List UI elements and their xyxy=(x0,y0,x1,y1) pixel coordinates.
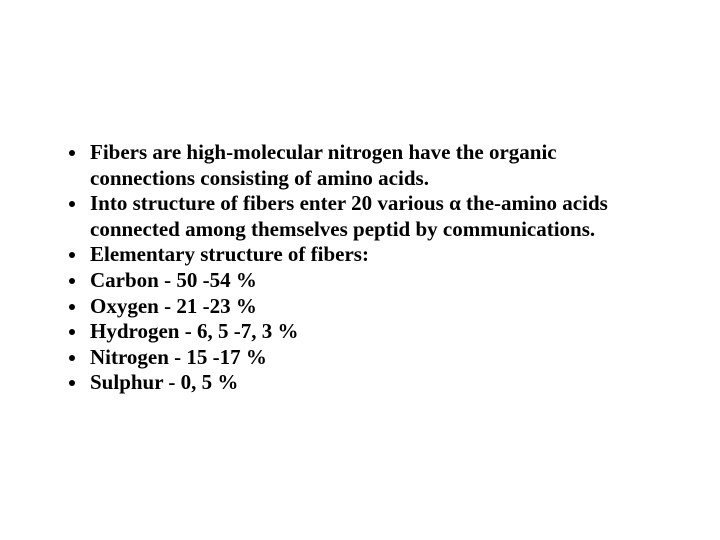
list-item: Into structure of fibers enter 20 variou… xyxy=(88,191,660,242)
list-item: Oxygen - 21 -23 % xyxy=(88,294,660,320)
list-item: Sulphur - 0, 5 % xyxy=(88,370,660,396)
bullet-list: Fibers are high-molecular nitrogen have … xyxy=(60,140,660,396)
list-item: Fibers are high-molecular nitrogen have … xyxy=(88,140,660,191)
slide-container: Fibers are high-molecular nitrogen have … xyxy=(0,0,720,540)
list-item: Elementary structure of fibers: xyxy=(88,242,660,268)
list-item: Nitrogen - 15 -17 % xyxy=(88,345,660,371)
list-item: Carbon - 50 -54 % xyxy=(88,268,660,294)
list-item: Hydrogen - 6, 5 -7, 3 % xyxy=(88,319,660,345)
